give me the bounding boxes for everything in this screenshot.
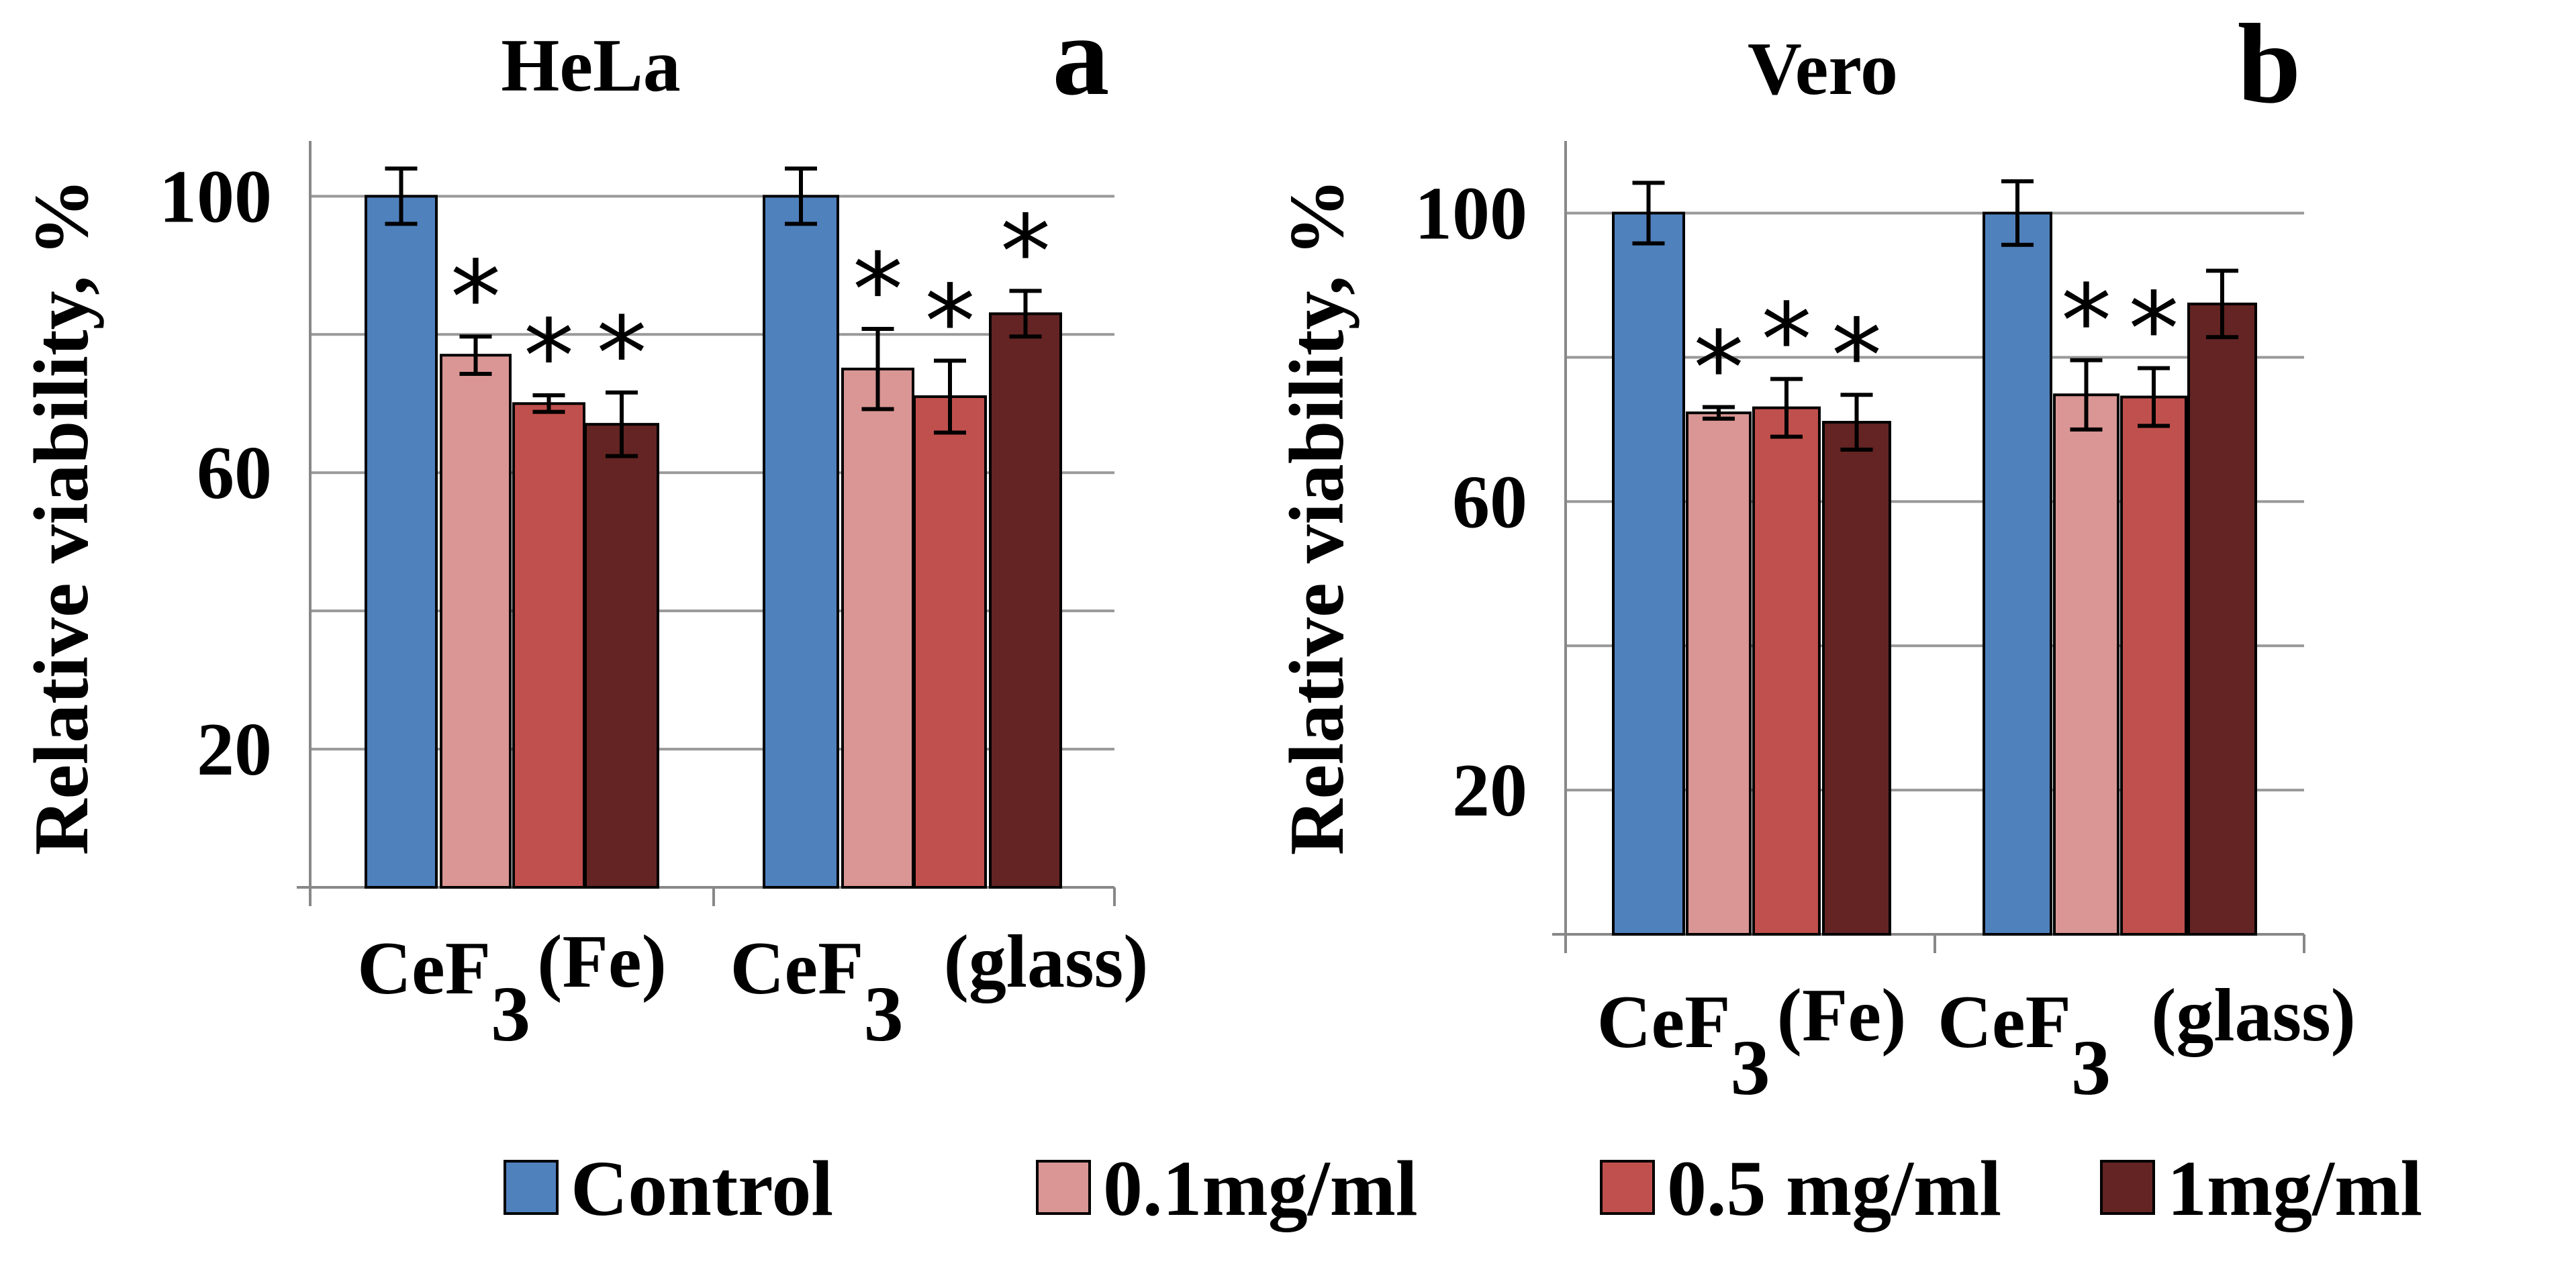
- x-category-label: CeF3(Fe): [1597, 974, 1907, 1112]
- significance-mark: *: [853, 232, 903, 349]
- bar: [440, 354, 512, 889]
- error-bar: [606, 390, 638, 458]
- bar: [913, 395, 987, 889]
- error-bar: [1703, 405, 1735, 421]
- legend-item: 0.1mg/ml: [1036, 1144, 1418, 1232]
- error-bar: [934, 358, 966, 435]
- significance-mark: *: [450, 240, 501, 356]
- y-tick-label: 20: [1452, 749, 1527, 832]
- significance-mark: *: [1000, 194, 1051, 311]
- error-bar: [1009, 289, 1042, 339]
- legend-swatch: [504, 1160, 559, 1215]
- significance-mark: *: [925, 264, 975, 381]
- error-bar: [532, 393, 565, 414]
- x-category-label: CeF3(Fe): [357, 920, 667, 1058]
- error-bar: [2206, 268, 2238, 340]
- y-axis-label: Relative viability, %: [19, 179, 105, 856]
- significance-mark: *: [1831, 298, 1882, 415]
- significance-mark: *: [524, 299, 574, 415]
- bar: [2120, 395, 2187, 936]
- y-tick-label: 60: [1452, 460, 1527, 544]
- significance-mark: *: [2129, 271, 2179, 388]
- legend-label: 1mg/ml: [2167, 1144, 2422, 1232]
- bar: [365, 195, 438, 889]
- y-tick-label: 100: [159, 155, 272, 238]
- significance-mark: *: [1762, 283, 1812, 399]
- legend-swatch: [1036, 1160, 1091, 1215]
- bar: [1612, 211, 1685, 936]
- y-tick-label: 20: [197, 708, 272, 791]
- legend-swatch: [1600, 1160, 1655, 1215]
- legend: Control 0.1mg/ml 0.5 mg/ml 1mg/ml: [504, 1144, 2422, 1232]
- x-category-label: CeF3(glass): [1938, 974, 2356, 1112]
- error-bar: [459, 334, 492, 376]
- error-bar: [2070, 358, 2103, 432]
- legend-swatch: [2100, 1160, 2155, 1215]
- error-bar: [385, 166, 418, 226]
- bar: [1822, 421, 1891, 936]
- bar: [989, 312, 1062, 889]
- error-bar: [1770, 377, 1803, 439]
- panel-letter: b: [2238, 1, 2301, 127]
- y-axis-label: Relative viability, %: [1274, 179, 1360, 856]
- chart-title: HeLa: [501, 24, 681, 107]
- panel-letter: a: [1053, 0, 1110, 119]
- bar: [841, 367, 914, 889]
- x-category-label: CeF3(glass): [730, 920, 1149, 1058]
- y-tick-label: 60: [197, 432, 272, 515]
- error-bar: [785, 166, 817, 226]
- error-bar: [1840, 393, 1873, 452]
- significance-mark: *: [1694, 311, 1744, 428]
- error-bar: [1632, 181, 1665, 246]
- y-tick-label: 100: [1415, 172, 1527, 255]
- error-bar: [2001, 179, 2034, 247]
- error-bar: [861, 327, 894, 411]
- bar: [512, 402, 585, 889]
- chart-title: Vero: [1748, 28, 1898, 111]
- legend-label: 0.1mg/ml: [1103, 1144, 1418, 1232]
- error-bar: [2138, 366, 2170, 428]
- significance-mark: *: [597, 296, 647, 413]
- legend-item: 0.5 mg/ml: [1600, 1144, 2001, 1232]
- bar: [1752, 406, 1821, 936]
- legend-item: Control: [504, 1144, 833, 1232]
- significance-mark: *: [2061, 264, 2111, 381]
- legend-label: 0.5 mg/ml: [1667, 1144, 2001, 1232]
- bar: [2053, 393, 2119, 936]
- bar: [2187, 302, 2257, 936]
- legend-label: Control: [571, 1144, 833, 1232]
- bar: [763, 195, 839, 889]
- bar: [1686, 411, 1752, 936]
- bar: [584, 423, 659, 889]
- legend-item: 1mg/ml: [2100, 1144, 2422, 1232]
- bar: [1983, 211, 2052, 936]
